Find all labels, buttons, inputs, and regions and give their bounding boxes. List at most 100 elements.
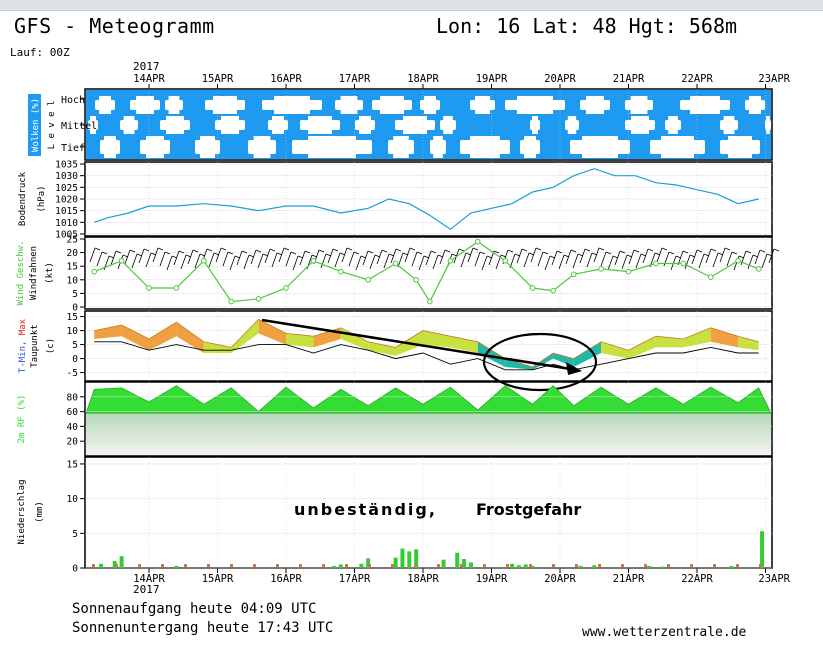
wind-barb [89,247,96,263]
cloud-block [123,116,135,134]
wind-barb-flag [157,247,164,251]
precip-mark [437,564,440,567]
cloud-block [146,136,164,158]
wind-barb-flag [598,247,605,251]
wind-barb-flag [682,250,689,254]
precip-mark [138,564,141,567]
date-label-top: 22APR [681,73,713,85]
wind-barb-flag [451,253,458,257]
wind-point [427,298,433,305]
wind-barb [292,255,299,271]
panel-frame-wind [84,236,773,310]
wind-barb [474,251,481,267]
wind-barb [404,247,411,263]
dewpoint-line [94,341,759,371]
date-label-bottom: 14APR [133,573,165,585]
cloud-block [475,96,490,114]
wind-barb-flag [192,249,199,253]
wind-barb [390,248,397,264]
wind-barb-flag [122,254,129,258]
cloud-block [104,136,116,158]
cloud-level-label-mittel: Mittel [61,121,97,132]
cloud-block [403,116,427,134]
precip-bar [468,562,473,568]
wind-barb [215,247,222,263]
y-tick-label-precipitation: 0 [72,564,78,575]
wind-barb-flag [423,255,430,259]
wind-barb [425,250,432,266]
wind-barb-flag [304,250,311,254]
cloud-block [532,116,538,134]
wind-barb [607,255,614,271]
wind-point [310,257,317,264]
temp-ylabel-max: Max [18,318,28,335]
wind-point [755,266,762,272]
wind-barb [173,250,180,266]
precip-bar [366,558,371,568]
y-tick-label-precipitation: 10 [67,494,79,505]
date-label-bottom: 20APR [544,573,576,585]
date-label-bottom: 15APR [202,573,234,585]
annotation-frost: Frostgefahr [476,500,582,519]
y-tick-label-precipitation: 5 [72,529,78,540]
frost-circle [482,332,598,392]
wind-point [502,257,509,264]
wind-barb [593,247,600,263]
wind-barb-flag [437,254,444,258]
humidity-ylabel: 2m RF (%) [17,395,27,444]
date-label-top: 21APR [613,73,645,85]
y-tick-label-temperature: -5 [67,368,78,379]
wind-barb [334,252,341,268]
wind-point [283,285,289,291]
y-tick-label-wind: 20 [67,248,79,259]
precip-bar [530,565,535,568]
wind-barb [642,248,649,264]
precip-mark [184,564,187,567]
wind-barb-flag [416,251,423,255]
wind-point [413,277,419,283]
precip-mark [736,564,739,567]
wind-barb-flag [584,248,591,252]
temp-band [121,325,149,351]
wind-barb-flag [199,253,206,257]
y-tick-label-wind: 10 [67,275,79,286]
wind-barb-flag [255,249,262,253]
panel-frame-precipitation [84,456,773,569]
precip-bar [462,558,467,568]
y-tick-label-precipitation: 15 [67,459,78,470]
wind-barb [208,252,215,268]
wind-barb [488,250,495,266]
wind-barb-flag [367,250,374,254]
wind-barb-flag [339,252,346,256]
wind-barb [677,250,684,266]
wind-barb-flag [766,253,773,257]
date-label-top: 17APR [339,73,371,85]
precip-mark [506,564,509,567]
wind-barb [418,255,425,271]
cloud-block [567,116,577,134]
wind-barb-flag [486,255,493,259]
wind-barb-flag [444,249,451,253]
wind-point [475,238,481,245]
wind-barb [278,247,285,263]
cloud-block [90,116,96,134]
wind-barb [768,248,775,264]
wind-barb [572,253,579,269]
wind-point [338,268,344,275]
wind-barb-flag [773,248,780,252]
date-label-bottom: 18APR [407,573,439,585]
temp-ylabel: T-Min, Max [18,318,28,373]
wind-barb-flag [507,249,514,253]
temp-band [710,327,739,348]
cloud-block [99,96,111,114]
precip-unit: (mm) [35,501,45,523]
trend-arrow-head [566,362,582,375]
wind-barb-flag [318,249,325,253]
cloud-block [213,96,237,114]
wind-barb [698,253,705,269]
wind-barb [614,250,621,266]
temp-band [477,341,506,367]
precip-mark [345,564,348,567]
wind-barb-flag [710,248,717,252]
cloud-level-label-hoch: Hoch [61,95,85,106]
